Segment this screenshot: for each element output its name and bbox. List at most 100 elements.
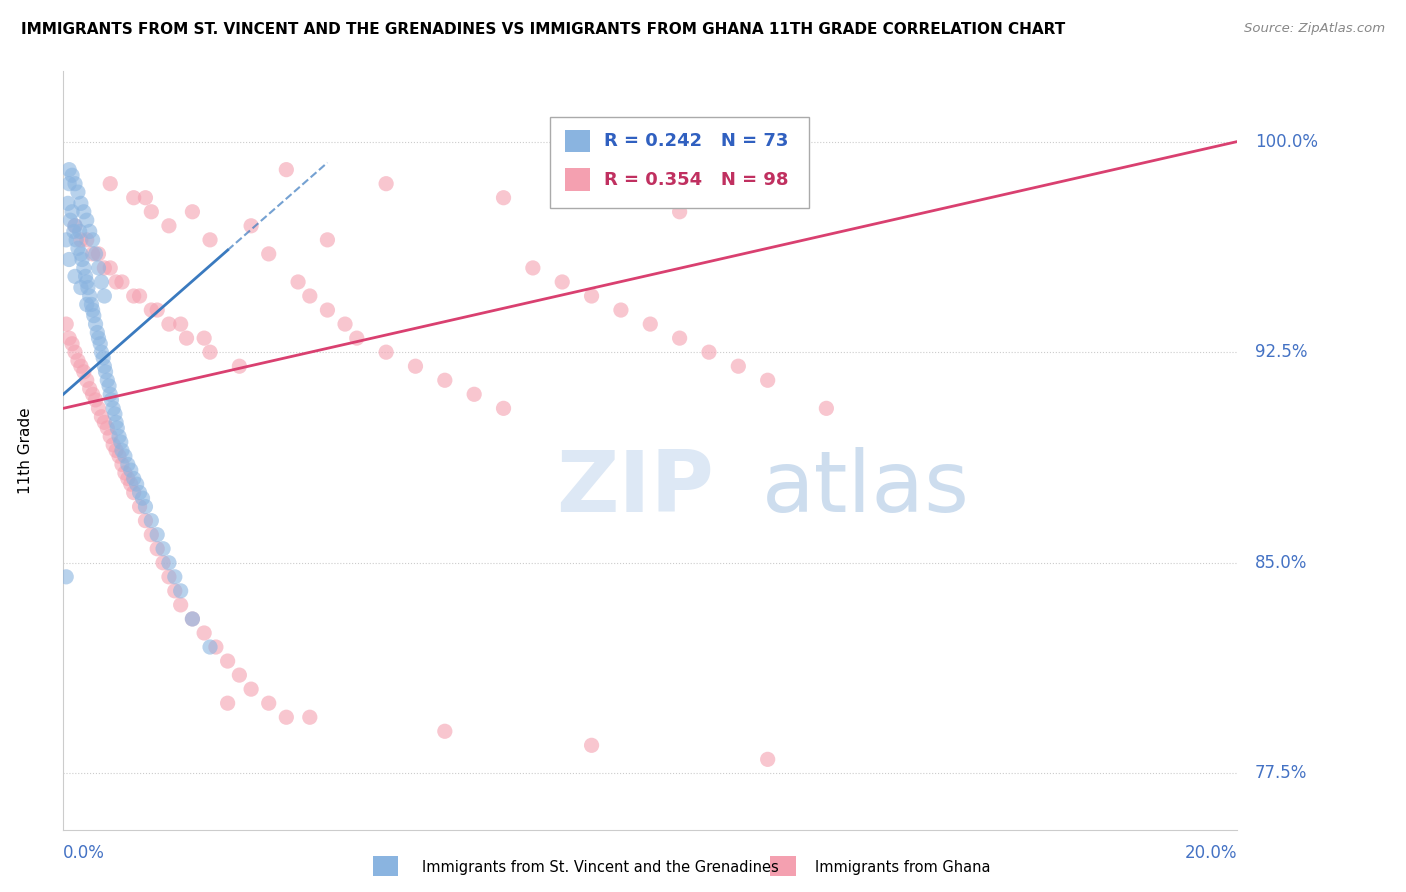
Point <box>727 359 749 374</box>
Point <box>55 317 77 331</box>
Point <box>193 331 215 345</box>
Point <box>257 696 280 710</box>
Point <box>105 275 128 289</box>
Text: 100.0%: 100.0% <box>1256 133 1317 151</box>
Bar <box>565 129 591 153</box>
Point <box>55 233 77 247</box>
Point <box>98 387 121 401</box>
Point <box>128 289 150 303</box>
Point <box>522 260 544 275</box>
Point <box>276 162 298 177</box>
Point <box>551 275 574 289</box>
Point <box>65 233 87 247</box>
Point <box>152 541 174 556</box>
Point <box>58 162 80 177</box>
Point <box>84 392 107 407</box>
Point <box>55 570 77 584</box>
Point <box>73 365 96 379</box>
Point <box>157 219 180 233</box>
Text: 92.5%: 92.5% <box>1256 343 1308 361</box>
Point <box>105 443 128 458</box>
Point <box>82 233 104 247</box>
Point <box>433 373 456 387</box>
Point <box>82 247 104 261</box>
Point <box>90 345 112 359</box>
Point <box>433 724 456 739</box>
Point <box>114 449 136 463</box>
Point <box>346 331 368 345</box>
Point <box>75 269 97 284</box>
Point <box>181 204 204 219</box>
Point <box>756 752 779 766</box>
Point <box>111 458 134 472</box>
Text: atlas: atlas <box>762 447 970 530</box>
Point <box>66 241 89 255</box>
Point <box>581 739 603 753</box>
Text: R = 0.242   N = 73: R = 0.242 N = 73 <box>605 132 789 150</box>
Text: 77.5%: 77.5% <box>1256 764 1308 782</box>
Point <box>98 429 121 443</box>
Point <box>63 219 86 233</box>
Point <box>217 654 239 668</box>
Point <box>815 401 838 416</box>
Point <box>86 326 108 340</box>
Point <box>70 359 93 374</box>
Point <box>157 556 180 570</box>
Point <box>66 353 89 368</box>
Point <box>91 351 114 365</box>
Point <box>93 359 115 374</box>
Point <box>96 373 118 387</box>
Point <box>63 269 86 284</box>
Point <box>128 485 150 500</box>
Text: 11th Grade: 11th Grade <box>18 407 34 494</box>
Text: Immigrants from St. Vincent and the Grenadines: Immigrants from St. Vincent and the Gren… <box>422 860 779 874</box>
Point <box>98 260 121 275</box>
Point <box>120 463 142 477</box>
Point <box>176 331 198 345</box>
Point <box>84 247 107 261</box>
Point <box>82 387 104 401</box>
Point <box>84 317 107 331</box>
Bar <box>565 169 591 191</box>
Point <box>134 500 156 514</box>
Point <box>108 429 131 443</box>
Point <box>169 598 191 612</box>
Point <box>108 449 131 463</box>
Point <box>122 485 145 500</box>
Point <box>58 177 80 191</box>
Point <box>98 177 121 191</box>
Point <box>375 345 398 359</box>
Point <box>122 191 145 205</box>
Point <box>492 191 515 205</box>
Point <box>76 233 98 247</box>
Point <box>111 275 134 289</box>
Point <box>217 696 239 710</box>
Point <box>198 345 221 359</box>
Point <box>141 204 163 219</box>
Point <box>70 233 93 247</box>
Point <box>134 514 156 528</box>
Point <box>63 219 86 233</box>
Point <box>69 224 91 238</box>
Point <box>83 309 105 323</box>
Point <box>125 477 148 491</box>
Point <box>205 640 228 654</box>
Point <box>58 331 80 345</box>
Point <box>169 317 191 331</box>
Bar <box>551 117 808 208</box>
Point <box>76 275 98 289</box>
Point <box>193 626 215 640</box>
Point <box>63 224 86 238</box>
Point <box>228 668 250 682</box>
Point <box>163 583 186 598</box>
Point <box>90 409 112 424</box>
Point <box>298 289 321 303</box>
Point <box>157 317 180 331</box>
Point <box>87 331 110 345</box>
Point <box>163 570 186 584</box>
Point <box>375 177 398 191</box>
Point <box>79 289 101 303</box>
Point <box>120 477 142 491</box>
Text: 20.0%: 20.0% <box>1185 844 1237 862</box>
Point <box>73 204 96 219</box>
